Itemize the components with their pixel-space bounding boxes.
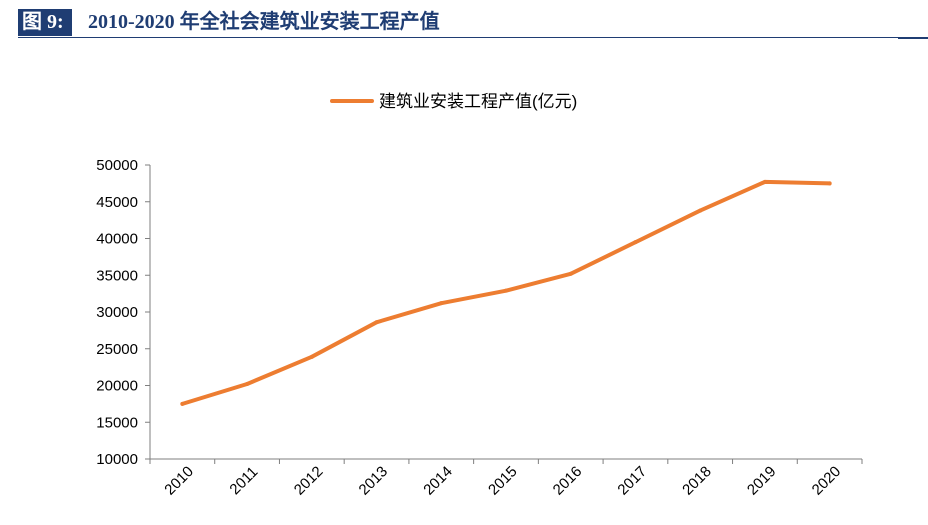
x-tick-label: 2014 [420,463,456,499]
x-tick-label: 2010 [161,463,197,499]
y-tick-label: 15000 [96,414,138,431]
x-tick-label: 2016 [550,463,586,499]
x-tick-label: 2013 [356,463,392,499]
x-tick-label: 2019 [744,463,780,499]
legend-label: 建筑业安装工程产值(亿元) [379,92,577,111]
data-point [633,240,638,245]
header-rule [18,37,898,38]
data-point [439,301,444,306]
data-point [180,401,185,406]
y-tick-label: 50000 [96,157,138,174]
header-rule-end [898,37,928,39]
data-point [309,354,314,359]
x-tick-label: 2015 [485,463,521,499]
data-point [245,382,250,387]
y-tick-label: 40000 [96,231,138,248]
y-tick-label: 10000 [96,451,138,468]
y-tick-label: 25000 [96,341,138,358]
x-tick-label: 2011 [226,463,261,498]
figure-label: 图 9: [18,9,72,36]
y-tick-label: 45000 [96,194,138,211]
x-tick-label: 2020 [809,463,845,499]
legend: 建筑业安装工程产值(亿元) [330,92,577,111]
figure-title: 2010-2020 年全社会建筑业安装工程产值 [88,11,440,33]
series-line [180,179,832,406]
y-axis: 10000 15000 20000 25000 30000 35000 40000 45000… [96,157,151,468]
data-point [762,179,767,184]
x-tick-label: 2012 [291,463,327,499]
x-tick-label: 2017 [614,463,650,499]
data-point [568,271,573,276]
y-tick-label: 30000 [96,304,138,321]
data-point [504,288,508,293]
figure-header: 图 9: 2010-2020 年全社会建筑业安装工程产值 [0,6,928,42]
data-point [698,208,703,213]
data-point [374,320,379,325]
y-tick-label: 20000 [96,378,138,395]
y-tick-label: 35000 [96,267,138,284]
x-axis: 2010 2011 2012 2013 2014 2015 2016 2017 2018 2019… [149,458,863,499]
x-tick-label: 2018 [679,463,715,499]
data-point [827,181,832,186]
series-group [180,179,832,406]
